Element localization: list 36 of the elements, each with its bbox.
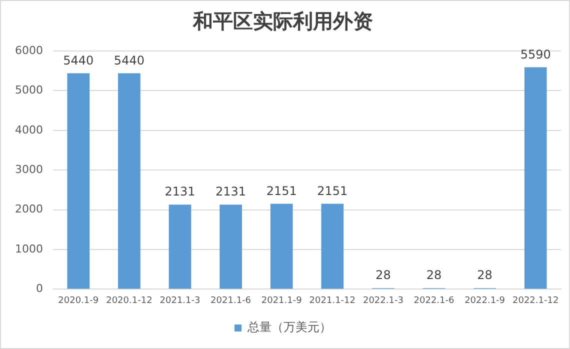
bar <box>118 73 140 289</box>
y-tick-label: 5000 <box>14 84 43 97</box>
y-tick-label: 3000 <box>14 162 43 176</box>
chart-title: 和平区实际利用外资 <box>192 9 373 34</box>
x-tick-label: 2021.1-12 <box>309 296 356 306</box>
x-tick-label: 2022.1-12 <box>512 296 559 306</box>
x-tick-label: 2022.1-9 <box>464 296 506 306</box>
bar <box>270 204 293 289</box>
y-tick-label: 2000 <box>14 202 43 216</box>
bar <box>524 67 547 289</box>
y-tick-label: 1000 <box>14 242 43 256</box>
x-tick-label: 2021.1-9 <box>261 296 302 306</box>
x-tick-label: 2022.1-3 <box>362 296 404 306</box>
data-label: 2131 <box>164 184 196 199</box>
data-label: 28 <box>376 268 391 282</box>
x-tick-label: 2021.1-6 <box>210 296 252 306</box>
bar <box>321 204 344 289</box>
y-tick-label: 6000 <box>14 44 43 57</box>
bar <box>168 204 192 289</box>
bar <box>220 204 242 289</box>
y-tick-label: 0 <box>36 282 43 296</box>
data-label: 2151 <box>317 184 348 198</box>
x-tick-label: 2020.1-12 <box>106 296 152 306</box>
legend-label: 总量（万美元） <box>246 320 332 334</box>
data-label: 2131 <box>216 184 246 199</box>
y-tick-label: 4000 <box>14 123 43 136</box>
x-tick-label: 2021.1-3 <box>160 296 200 306</box>
x-tick-label: 2020.1-9 <box>58 296 99 306</box>
data-label: 2151 <box>266 184 297 198</box>
data-label: 28 <box>477 268 492 282</box>
x-tick-label: 2022.1-6 <box>414 296 455 306</box>
data-label: 5440 <box>114 53 144 68</box>
data-label: 5440 <box>63 53 94 68</box>
data-label: 28 <box>426 268 442 282</box>
data-label: 5590 <box>520 47 551 62</box>
bar <box>67 73 90 289</box>
